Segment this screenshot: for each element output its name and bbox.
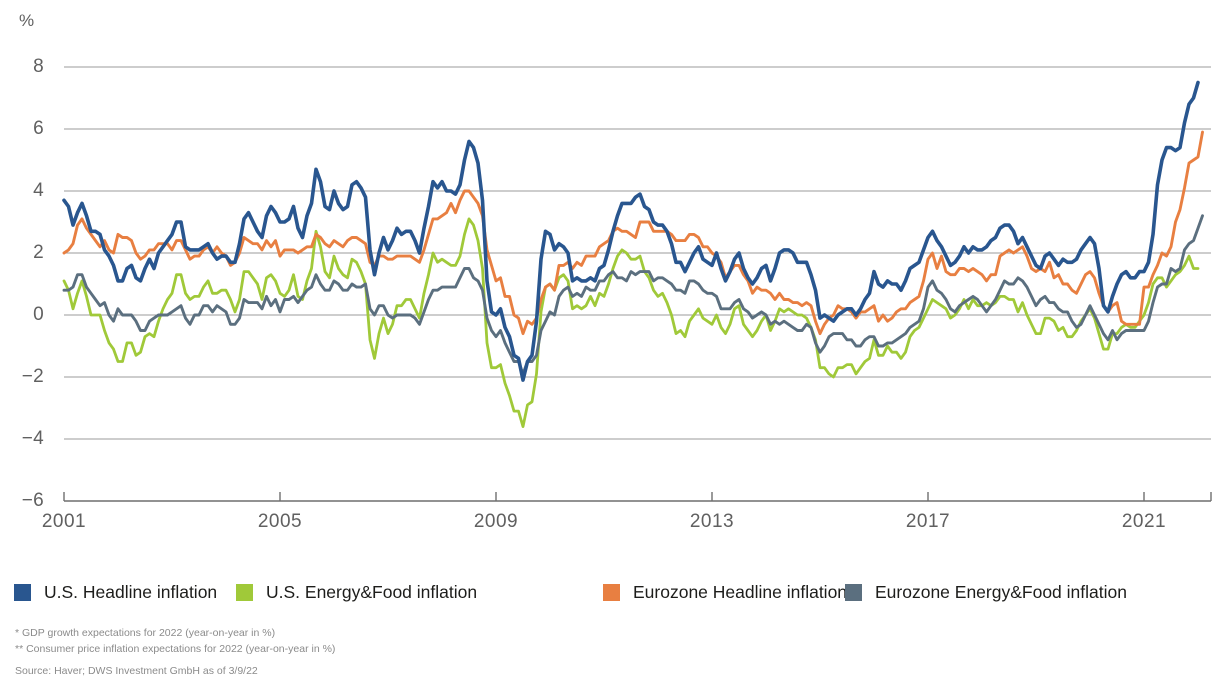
source-note: Source: Haver; DWS Investment GmbH as of… bbox=[15, 665, 258, 677]
y-tick-label: −2 bbox=[21, 366, 44, 387]
y-axis-unit-label: % bbox=[19, 11, 35, 30]
x-tick-label: 2009 bbox=[473, 511, 519, 532]
legend: U.S. Headline inflation U.S. Energy&Food… bbox=[0, 582, 1232, 602]
plot-area bbox=[62, 66, 1212, 502]
legend-swatch-us-headline bbox=[14, 584, 31, 601]
legend-label-eurozone-energy-food: Eurozone Energy&Food inflation bbox=[875, 582, 1127, 602]
legend-label-us-headline: U.S. Headline inflation bbox=[44, 582, 218, 602]
y-tick-label: −6 bbox=[21, 490, 44, 511]
y-tick-label: 6 bbox=[33, 118, 44, 139]
legend-swatch-eurozone-energy-food bbox=[845, 584, 862, 601]
legend-swatch-us-energy-food bbox=[236, 584, 253, 601]
x-tick-label: 2001 bbox=[41, 511, 87, 532]
y-tick-label: 0 bbox=[33, 304, 44, 325]
y-tick-label: 4 bbox=[33, 180, 44, 201]
footnote-1: * GDP growth expectations for 2022 (year… bbox=[15, 627, 276, 639]
legend-label-eurozone-headline: Eurozone Headline inflation bbox=[633, 582, 848, 602]
legend-item-eurozone-energy-food: Eurozone Energy&Food inflation bbox=[845, 582, 1127, 603]
x-tick-label: 2021 bbox=[1121, 511, 1167, 532]
y-tick-label: 2 bbox=[33, 242, 44, 263]
y-tick-label: −4 bbox=[21, 428, 44, 449]
legend-label-us-energy-food: U.S. Energy&Food inflation bbox=[266, 582, 478, 602]
x-tick-label: 2013 bbox=[689, 511, 735, 532]
legend-item-eurozone-headline: Eurozone Headline inflation bbox=[603, 582, 847, 603]
x-tick-label: 2005 bbox=[257, 511, 303, 532]
legend-item-us-energy-food: U.S. Energy&Food inflation bbox=[236, 582, 477, 603]
legend-swatch-eurozone-headline bbox=[603, 584, 620, 601]
footnote-2: ** Consumer price inflation expectations… bbox=[15, 642, 336, 655]
y-tick-label: 8 bbox=[33, 56, 44, 77]
legend-item-us-headline: U.S. Headline inflation bbox=[14, 582, 217, 603]
x-tick-label: 2017 bbox=[905, 511, 951, 532]
